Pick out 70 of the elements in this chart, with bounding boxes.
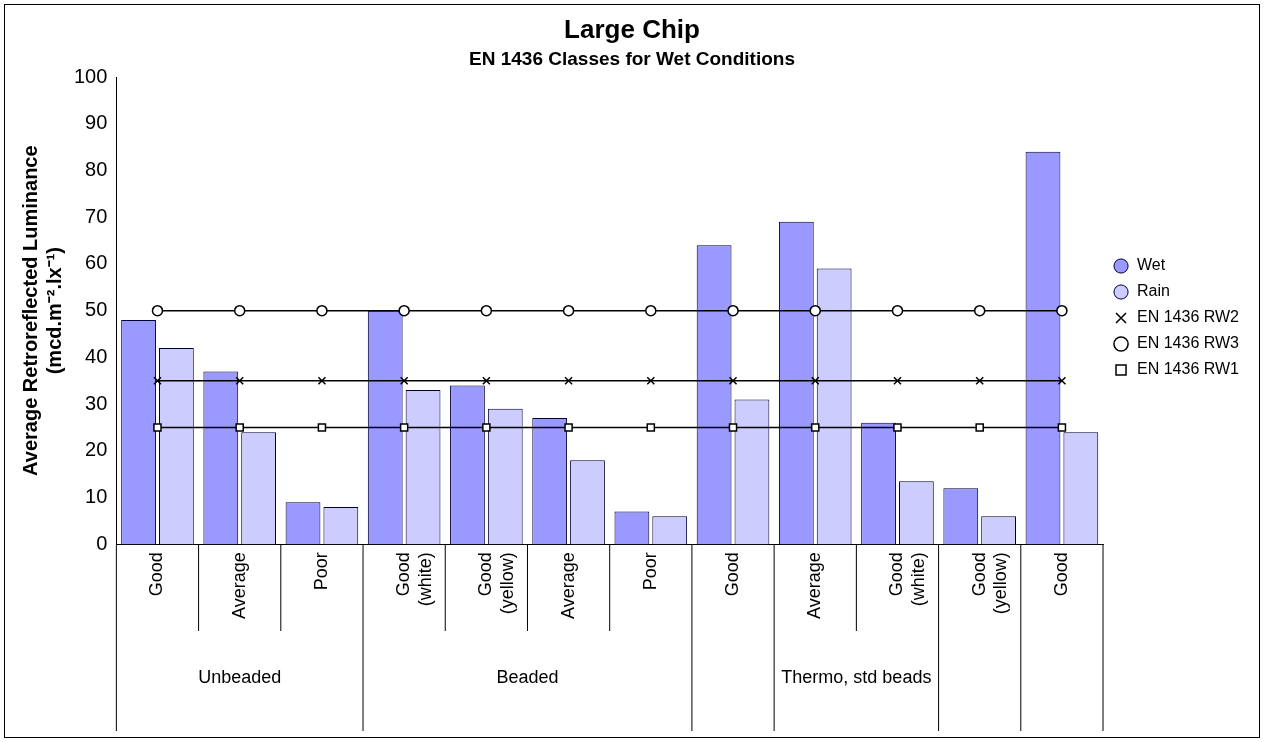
point — [893, 376, 902, 386]
point — [728, 376, 738, 386]
x-tick-label: Good (white) — [393, 552, 435, 607]
point — [646, 376, 656, 386]
x-tick-label: Good (white) — [886, 552, 929, 607]
x-tick-label: Average — [228, 552, 249, 619]
legend-label: EN 1436 RW1 — [1137, 360, 1240, 378]
y-axis-title: Average Retroreflected Luminance (mcd.m⁻².lx⁻¹) — [18, 145, 65, 476]
point — [975, 376, 984, 386]
point — [975, 423, 984, 432]
x-tick-label: Average — [557, 552, 578, 619]
point — [233, 304, 246, 317]
point — [316, 304, 328, 317]
legend-label: Rain — [1137, 282, 1170, 300]
x-tick-label: Good (yellow) — [968, 552, 1011, 615]
y-tick-label: 60 — [85, 251, 108, 274]
point — [480, 304, 493, 317]
x-tick-label: Average — [804, 552, 825, 619]
point — [646, 423, 656, 432]
y-tick-label: 70 — [85, 204, 108, 227]
point — [809, 304, 821, 317]
point — [562, 304, 575, 317]
point — [891, 304, 904, 317]
point — [1057, 376, 1067, 386]
x-tick-label: Poor — [310, 552, 331, 591]
point — [317, 376, 327, 386]
y-tick-label: 40 — [85, 344, 108, 367]
point — [727, 304, 739, 317]
x-tick-label: Good — [1050, 552, 1071, 597]
point — [482, 376, 491, 386]
text: Beaded — [496, 666, 559, 687]
legend-label: Wet — [1137, 256, 1166, 274]
point — [398, 304, 410, 317]
point — [728, 423, 738, 432]
legend-label: EN 1436 RW2 — [1137, 308, 1240, 326]
chart-subtitle: EN 1436 Classes for Wet Conditions — [469, 47, 795, 69]
point — [399, 376, 409, 386]
point — [1057, 423, 1067, 432]
point — [399, 423, 409, 432]
point — [235, 376, 244, 386]
point — [235, 423, 244, 432]
legend-label: EN 1436 RW3 — [1137, 334, 1240, 352]
point — [645, 304, 657, 317]
point — [153, 376, 162, 386]
y-tick-label: 90 — [85, 111, 108, 134]
point — [810, 376, 820, 386]
y-tick-label: 100 — [73, 64, 108, 87]
chart-title: Large Chip — [564, 13, 700, 44]
x-tick-label: Good — [722, 552, 742, 597]
y-tick-label: 10 — [85, 485, 108, 508]
y-tick-label: 50 — [85, 298, 108, 321]
x-tick-label: Good — [146, 552, 167, 597]
x-tick-label: Good (yellow) — [475, 552, 517, 615]
text: Unbeaded — [198, 666, 282, 687]
point — [1056, 304, 1068, 317]
y-tick-label: 30 — [85, 391, 108, 414]
point — [153, 423, 162, 432]
point — [893, 423, 902, 432]
x-tick-label: Poor — [639, 552, 660, 591]
point — [482, 423, 491, 432]
point — [151, 304, 164, 317]
point — [810, 423, 820, 432]
y-tick-label: 80 — [85, 157, 108, 180]
point — [564, 423, 573, 432]
y-tick-label: 20 — [85, 438, 108, 461]
point — [317, 423, 327, 432]
text: Thermo, std beads — [781, 666, 932, 687]
y-tick-label: 0 — [96, 531, 108, 554]
point — [973, 304, 986, 317]
point — [564, 376, 573, 386]
